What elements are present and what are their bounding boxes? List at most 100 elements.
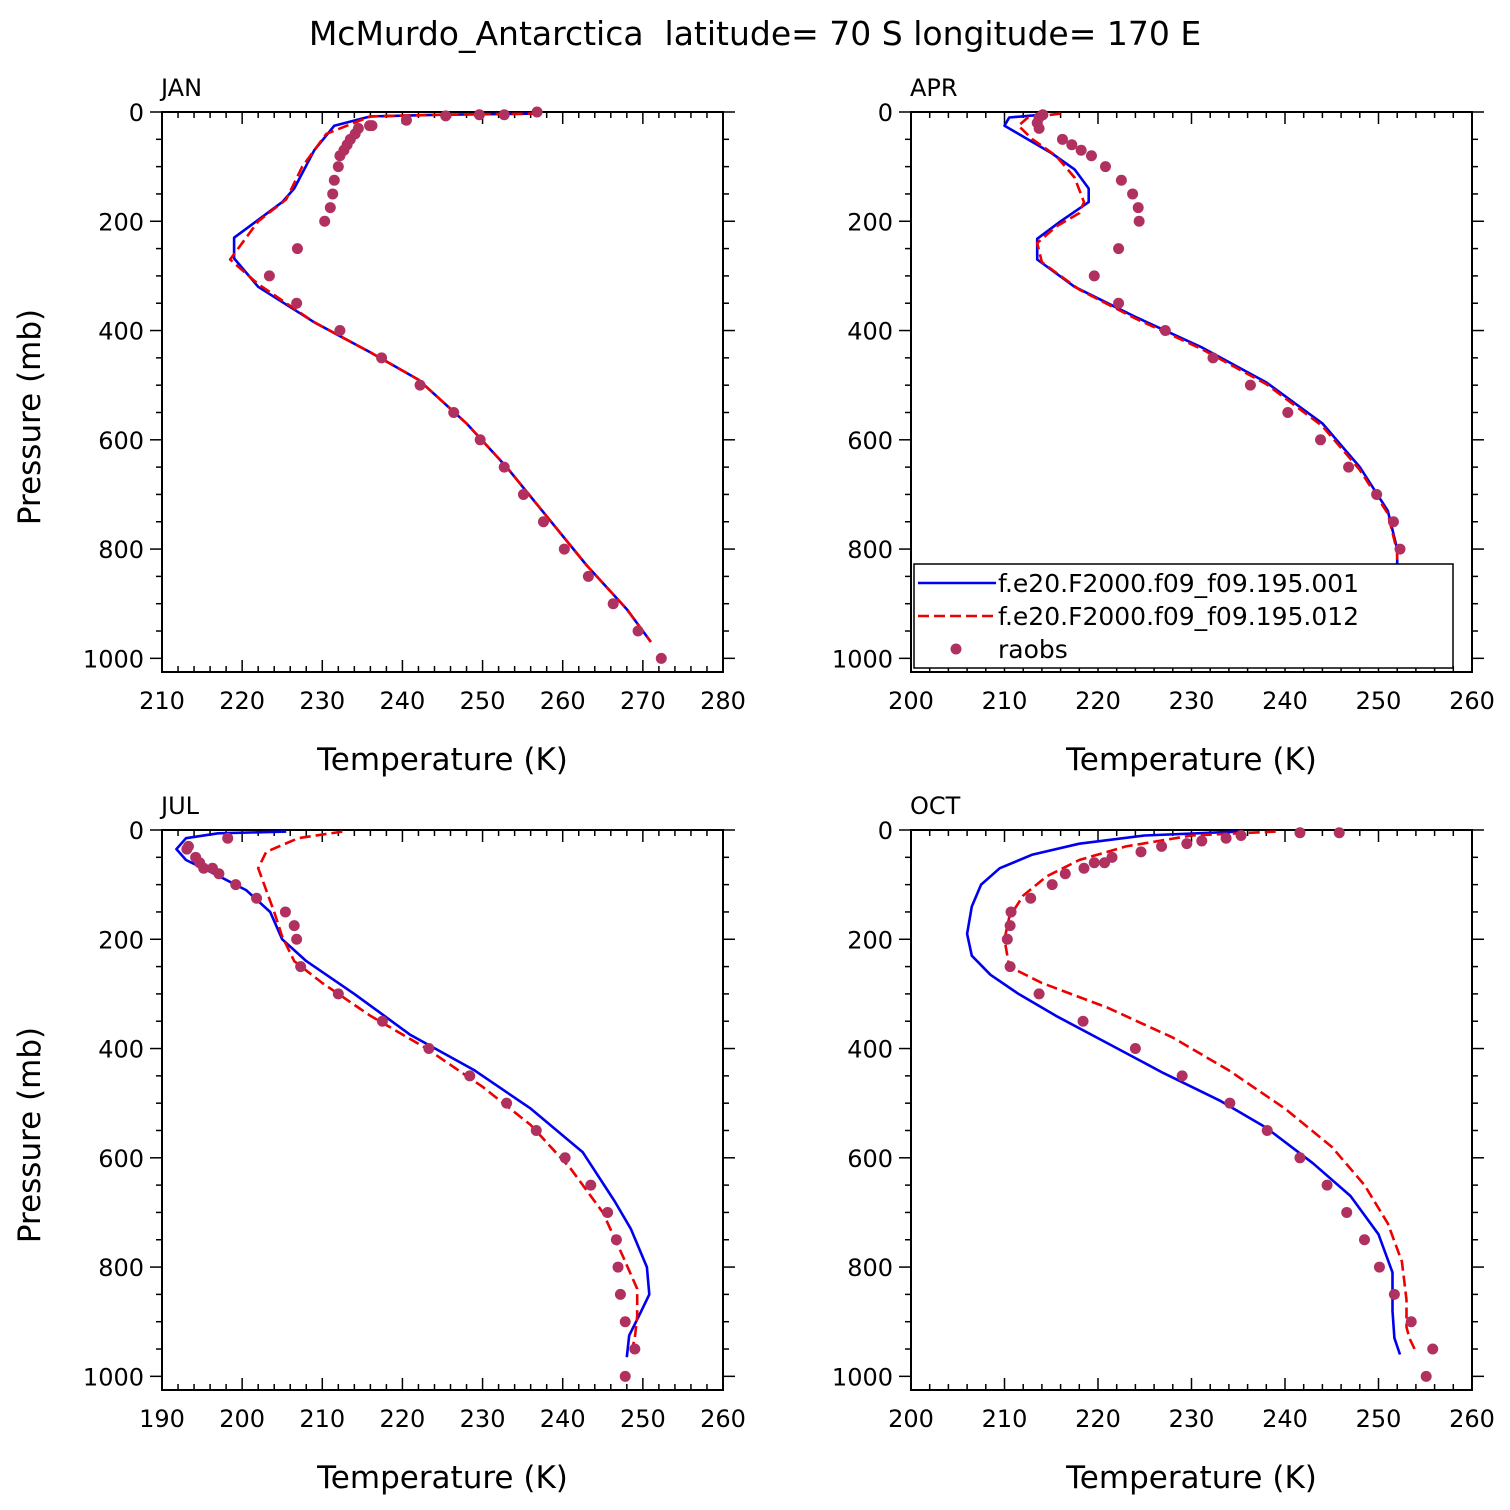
data-point-raobs bbox=[1059, 868, 1071, 880]
panel-title: OCT bbox=[910, 792, 961, 820]
data-point-raobs bbox=[1005, 906, 1017, 918]
series-line-012 bbox=[256, 830, 639, 1355]
series-line-001 bbox=[965, 830, 1402, 1355]
x-tick-label: 260 bbox=[1449, 1405, 1495, 1433]
data-point-raobs bbox=[181, 843, 193, 855]
data-point-raobs bbox=[602, 1206, 614, 1218]
data-point-raobs bbox=[198, 862, 210, 874]
x-tick-label: 190 bbox=[139, 1405, 185, 1433]
data-point-raobs bbox=[1294, 827, 1306, 839]
data-point-raobs bbox=[334, 150, 346, 162]
data-point-raobs bbox=[332, 161, 344, 173]
data-point-raobs bbox=[440, 110, 452, 122]
data-point-raobs bbox=[474, 434, 486, 446]
y-tick-label: 800 bbox=[98, 1254, 144, 1282]
y-tick-label: 0 bbox=[129, 99, 144, 127]
data-point-raobs bbox=[610, 1234, 622, 1246]
x-tick-label: 200 bbox=[888, 1405, 934, 1433]
data-point-raobs bbox=[1388, 1288, 1400, 1300]
data-point-raobs bbox=[1420, 1370, 1432, 1382]
series-line-001 bbox=[175, 830, 651, 1358]
legend-box bbox=[913, 563, 1454, 669]
x-tick-label: 240 bbox=[380, 687, 426, 715]
data-point-raobs bbox=[464, 1070, 476, 1082]
data-point-raobs bbox=[291, 933, 303, 945]
x-tick-label: 200 bbox=[888, 687, 934, 715]
data-point-raobs bbox=[1113, 243, 1125, 255]
data-point-raobs bbox=[1315, 434, 1327, 446]
data-point-raobs bbox=[498, 109, 510, 121]
data-point-raobs bbox=[1132, 202, 1144, 214]
data-point-raobs bbox=[328, 174, 340, 186]
data-point-raobs bbox=[263, 270, 275, 282]
data-point-raobs bbox=[1129, 1043, 1141, 1055]
data-point-raobs bbox=[213, 868, 225, 880]
data-point-raobs bbox=[1159, 325, 1171, 337]
data-point-raobs bbox=[612, 1261, 624, 1273]
x-tick-label: 230 bbox=[1169, 687, 1215, 715]
legend: f.e20.F2000.f09_f09.195.001 f.e20.F2000.f… bbox=[913, 563, 1454, 669]
data-point-raobs bbox=[1321, 1179, 1333, 1191]
series-line-012 bbox=[1003, 830, 1418, 1353]
data-point-raobs bbox=[288, 920, 300, 932]
series-line-012 bbox=[228, 112, 652, 643]
x-tick-label: 230 bbox=[460, 1405, 506, 1433]
data-point-raobs bbox=[1025, 892, 1037, 904]
data-point-raobs bbox=[332, 988, 344, 1000]
data-point-raobs bbox=[582, 570, 594, 582]
data-point-raobs bbox=[291, 243, 303, 255]
data-point-raobs bbox=[531, 106, 543, 118]
x-tick-label: 260 bbox=[1449, 687, 1495, 715]
data-point-raobs bbox=[423, 1043, 435, 1055]
panel-apr: 200 210 220 230 240 250 260 0 200 400 600 800 1000 AP… bbox=[832, 74, 1495, 778]
x-tick-label: 220 bbox=[1075, 687, 1121, 715]
data-point-raobs bbox=[1427, 1343, 1439, 1355]
data-point-raobs bbox=[366, 120, 378, 132]
panel-title: APR bbox=[910, 74, 958, 102]
y-tick-label: 1000 bbox=[832, 1363, 893, 1391]
data-point-raobs bbox=[295, 961, 307, 973]
data-point-raobs bbox=[319, 215, 331, 227]
data-point-raobs bbox=[334, 325, 346, 337]
x-tick-label: 280 bbox=[700, 687, 746, 715]
x-tick-label: 220 bbox=[219, 687, 265, 715]
data-point-raobs bbox=[324, 202, 336, 214]
data-point-raobs bbox=[619, 1316, 631, 1328]
legend-label: f.e20.F2000.f09_f09.195.001 bbox=[998, 569, 1359, 598]
data-point-raobs bbox=[1135, 846, 1147, 858]
data-point-raobs bbox=[279, 906, 291, 918]
data-point-raobs bbox=[501, 1097, 513, 1109]
y-tick-label: 0 bbox=[129, 817, 144, 845]
data-point-raobs bbox=[1099, 857, 1111, 869]
y-tick-label: 800 bbox=[847, 1254, 893, 1282]
x-tick-label: 220 bbox=[1075, 1405, 1121, 1433]
data-point-raobs bbox=[1066, 139, 1078, 151]
legend-marker bbox=[950, 643, 962, 655]
data-point-raobs bbox=[537, 516, 549, 528]
x-tick-label: 230 bbox=[1169, 1405, 1215, 1433]
y-tick-label: 200 bbox=[98, 208, 144, 236]
y-axis-label: Pressure (mb) bbox=[12, 1027, 48, 1243]
data-point-raobs bbox=[558, 543, 570, 555]
plot-frame bbox=[161, 829, 724, 1391]
x-tick-label: 250 bbox=[460, 687, 506, 715]
data-point-raobs bbox=[1244, 379, 1256, 391]
x-axis-label: Temperature (K) bbox=[316, 1460, 568, 1496]
data-point-raobs bbox=[1358, 1234, 1370, 1246]
plot-frame bbox=[910, 829, 1473, 1391]
y-tick-label: 400 bbox=[98, 318, 144, 346]
y-axis-label: Pressure (mb) bbox=[12, 309, 48, 525]
panels: 210 220 230 240 250 260 270 280 0 200 400 600 800 100… bbox=[12, 74, 1495, 1496]
data-point-raobs bbox=[1004, 961, 1016, 973]
data-point-raobs bbox=[607, 598, 619, 610]
data-point-raobs bbox=[1282, 406, 1294, 418]
y-tick-label: 1000 bbox=[83, 1363, 144, 1391]
x-tick-label: 260 bbox=[700, 1405, 746, 1433]
y-tick-label: 800 bbox=[98, 536, 144, 564]
data-point-raobs bbox=[498, 461, 510, 473]
x-tick-label: 240 bbox=[1262, 687, 1308, 715]
legend-label: f.e20.F2000.f09_f09.195.012 bbox=[998, 602, 1359, 631]
x-tick-label: 270 bbox=[620, 687, 666, 715]
y-tick-label: 200 bbox=[98, 926, 144, 954]
